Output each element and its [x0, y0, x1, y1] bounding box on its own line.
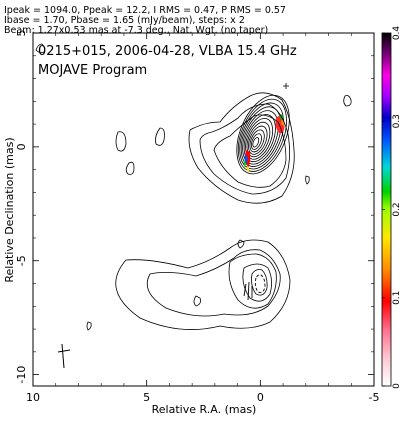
contour-blob-1	[115, 131, 127, 152]
y-axis-label: Relative Declination (mas)	[3, 137, 16, 282]
core-contour	[245, 117, 274, 160]
contour-layer	[35, 43, 352, 331]
core-outer-contour-2	[199, 103, 290, 195]
colorbar-tick-label: 0.1	[392, 291, 402, 305]
core-contour	[243, 114, 276, 163]
core-contour	[248, 125, 268, 155]
x-axis-label: Relative R.A. (mas)	[152, 403, 257, 416]
core-contour	[250, 133, 262, 150]
y-tick-label: -10	[15, 366, 28, 384]
colorbar-ticks: 0 0.1 0.2 0.3 0.4	[382, 26, 402, 389]
y-tick-label: 0	[15, 143, 28, 150]
south-contour-3	[228, 253, 277, 309]
y-tick-label: -5	[15, 255, 28, 266]
contour-blob-9	[193, 295, 201, 307]
header-line-3: Beam: 1.27x0.53 mas at -7.3 deg., Nat. W…	[4, 25, 269, 36]
colorbar-tick-label: 0.3	[392, 114, 402, 128]
plot-title: 0215+015, 2006-04-28, VLBA 15.4 GHz	[38, 44, 297, 59]
header-line-2: Ibase = 1.70, Pbase = 1.65 (mJy/beam), s…	[4, 15, 245, 26]
colorbar-tick-label: 0.2	[392, 202, 402, 216]
core-contour	[252, 137, 260, 148]
contour-blob-5	[305, 175, 310, 185]
jet-contour-3	[213, 114, 287, 188]
x-tick-label: 5	[143, 391, 150, 404]
core-contours	[236, 94, 290, 175]
colorbar-tick-label: 0.4	[392, 26, 402, 41]
contour-blob-7	[237, 239, 245, 249]
beam-cross	[57, 343, 71, 369]
reference-cross-1	[283, 83, 289, 89]
south-outer-contour-2	[146, 249, 281, 317]
contour-blob-2	[155, 127, 165, 146]
contour-blob-3	[125, 161, 135, 175]
core-outer-contour-1	[188, 92, 295, 204]
contour-blob-6	[35, 43, 46, 54]
core-contour	[249, 129, 265, 153]
contour-blob-8	[86, 321, 92, 331]
plot-frame	[32, 32, 375, 387]
axis-tick-labels: 10 5 0 -5 5 0 -5 -10	[15, 30, 379, 405]
header-line-1: Ipeak = 1094.0, Ppeak = 12.2, I RMS = 0.…	[4, 5, 286, 16]
south-contour-5	[251, 269, 268, 296]
x-tick-label: -5	[369, 391, 380, 404]
polarization-patch	[243, 114, 285, 173]
south-contour-dashed	[254, 274, 266, 293]
axis-ticks	[32, 32, 375, 386]
x-tick-label: 0	[257, 391, 264, 404]
core-contour	[240, 106, 282, 167]
core-contour	[236, 94, 290, 175]
x-tick-label: 10	[26, 391, 40, 404]
south-inner-hatch	[243, 281, 253, 301]
colorbar-tick-label: 0	[392, 383, 402, 389]
core-contour	[242, 110, 279, 165]
y-tick-label: 5	[15, 30, 28, 37]
contour-blob-4	[343, 95, 352, 107]
core-contour	[246, 121, 271, 158]
south-outer-contour-1	[115, 239, 291, 330]
plot-subtitle: MOJAVE Program	[38, 63, 147, 78]
